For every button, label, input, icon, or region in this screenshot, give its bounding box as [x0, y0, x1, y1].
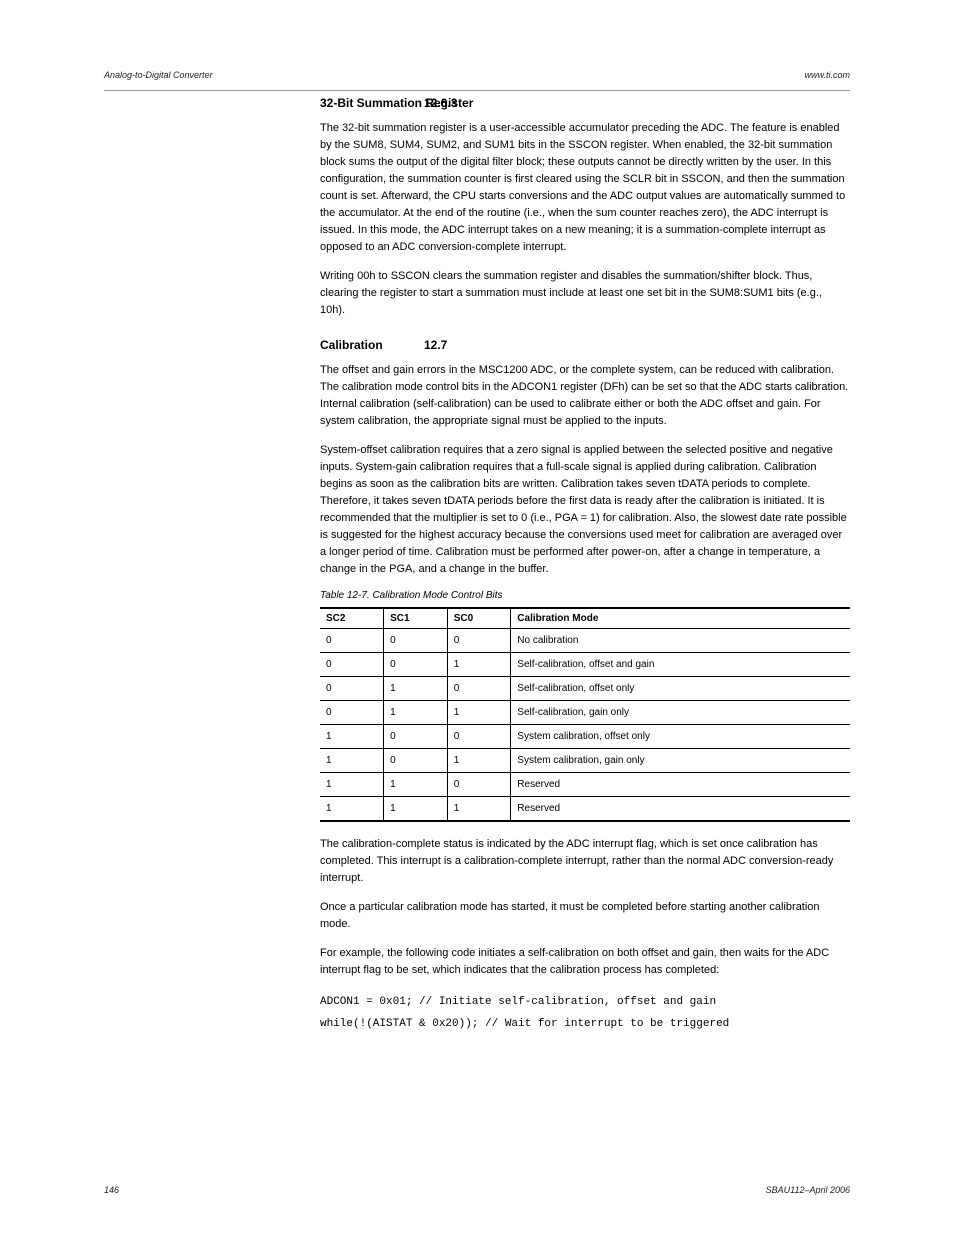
section-title-summation: 32-Bit Summation Register [320, 96, 850, 110]
header-url: www.ti.com [804, 70, 850, 80]
table-cell-mode: System calibration, gain only [511, 749, 850, 773]
table-cell-bit: 1 [384, 773, 448, 797]
table-cell-bit: 0 [447, 629, 511, 653]
paragraph: For example, the following code initiate… [320, 945, 850, 979]
table-row: 100System calibration, offset only [320, 725, 850, 749]
table-cell-bit: 0 [320, 629, 384, 653]
table-row: 001Self-calibration, offset and gain [320, 653, 850, 677]
footer-page-number: 146 [104, 1185, 119, 1195]
paragraph: The calibration-complete status is indic… [320, 836, 850, 887]
section-number-1263: 12.6.3 [424, 96, 457, 110]
table-row: 110Reserved [320, 773, 850, 797]
col-sc2: SC2 [320, 608, 384, 629]
table-cell-mode: No calibration [511, 629, 850, 653]
table-cell-mode: Reserved [511, 797, 850, 822]
table-cell-bit: 0 [447, 725, 511, 749]
table-row: 000No calibration [320, 629, 850, 653]
table-cell-bit: 1 [320, 725, 384, 749]
col-sc0: SC0 [447, 608, 511, 629]
table-cell-bit: 1 [447, 701, 511, 725]
table-cell-bit: 0 [384, 653, 448, 677]
table-cell-bit: 0 [384, 749, 448, 773]
table-cell-bit: 1 [447, 749, 511, 773]
table-cell-mode: Self-calibration, offset and gain [511, 653, 850, 677]
table-row: 101System calibration, gain only [320, 749, 850, 773]
table-cell-bit: 1 [320, 773, 384, 797]
main-content: 12.6.3 32-Bit Summation Register The 32-… [320, 96, 850, 1035]
paragraph: Writing 00h to SSCON clears the summatio… [320, 268, 850, 319]
code-sample: ADCON1 = 0x01; // Initiate self-calibrat… [320, 991, 850, 1035]
table-cell-bit: 0 [320, 701, 384, 725]
page: Analog-to-Digital Converter www.ti.com 1… [0, 0, 954, 1235]
calibration-table: SC2 SC1 SC0 Calibration Mode 000No calib… [320, 607, 850, 822]
table-cell-bit: 1 [320, 797, 384, 822]
col-mode: Calibration Mode [511, 608, 850, 629]
section-title-calibration: Calibration [320, 338, 850, 352]
table-cell-mode: System calibration, offset only [511, 725, 850, 749]
table-cell-bit: 0 [320, 653, 384, 677]
table-cell-bit: 1 [384, 677, 448, 701]
table-cell-bit: 0 [447, 677, 511, 701]
section-summation: 12.6.3 32-Bit Summation Register The 32-… [320, 96, 850, 320]
footer-doc-id: SBAU112–April 2006 [766, 1185, 850, 1195]
table-cell-mode: Reserved [511, 773, 850, 797]
table-row: 111Reserved [320, 797, 850, 822]
table-cell-bit: 0 [384, 629, 448, 653]
paragraph: The offset and gain errors in the MSC120… [320, 362, 850, 430]
table-cell-mode: Self-calibration, gain only [511, 701, 850, 725]
table-row: 010Self-calibration, offset only [320, 677, 850, 701]
table-cell-bit: 1 [447, 653, 511, 677]
table-cell-bit: 1 [384, 797, 448, 822]
section-number-127: 12.7 [424, 338, 447, 352]
table-cell-bit: 0 [447, 773, 511, 797]
paragraph: The 32-bit summation register is a user-… [320, 120, 850, 256]
table-cell-bit: 0 [384, 725, 448, 749]
table-cell-bit: 1 [384, 701, 448, 725]
table-cell-bit: 1 [447, 797, 511, 822]
table-header-row: SC2 SC1 SC0 Calibration Mode [320, 608, 850, 629]
table-cell-bit: 1 [320, 749, 384, 773]
section-calibration: 12.7 Calibration The offset and gain err… [320, 338, 850, 1036]
table-cell-bit: 0 [320, 677, 384, 701]
header-separator [104, 90, 850, 91]
table-row: 011Self-calibration, gain only [320, 701, 850, 725]
header-section-title: Analog-to-Digital Converter [104, 70, 213, 80]
paragraph: Once a particular calibration mode has s… [320, 899, 850, 933]
col-sc1: SC1 [384, 608, 448, 629]
table-caption: Table 12-7. Calibration Mode Control Bit… [320, 590, 850, 601]
paragraph: System-offset calibration requires that … [320, 442, 850, 578]
table-cell-mode: Self-calibration, offset only [511, 677, 850, 701]
